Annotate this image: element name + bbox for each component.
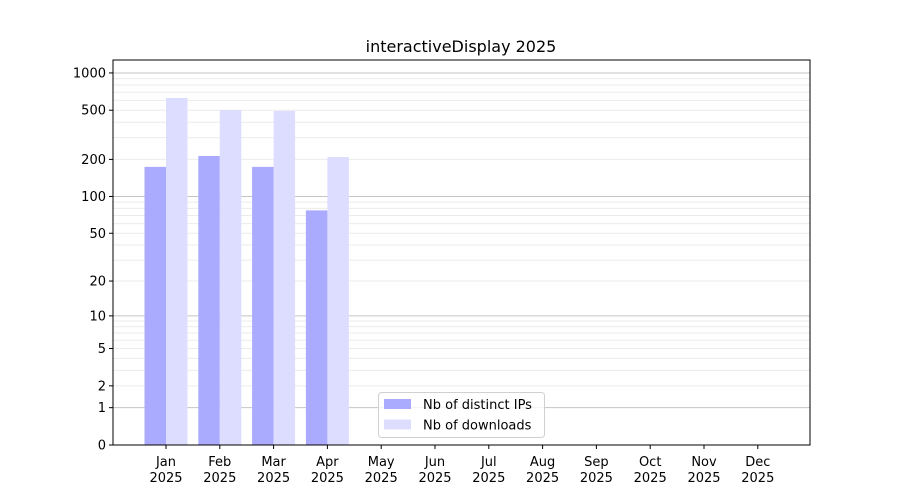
legend-swatch	[384, 399, 411, 409]
y-tick-label: 200	[81, 153, 106, 168]
x-tick-label-month: Dec	[745, 455, 770, 470]
x-tick-label-year: 2025	[257, 471, 290, 486]
x-tick-label-month: Oct	[639, 455, 661, 470]
x-tick-label-year: 2025	[741, 471, 774, 486]
legend-swatch	[384, 419, 411, 430]
y-tick-label: 500	[81, 104, 106, 119]
legend-label: Nb of downloads	[423, 419, 532, 434]
x-tick-label-year: 2025	[311, 471, 344, 486]
legend-label: Nb of distinct IPs	[423, 398, 532, 413]
x-tick-label-month: Jun	[424, 455, 445, 470]
x-tick-label-year: 2025	[418, 471, 451, 486]
y-tick-label: 1	[98, 401, 106, 416]
legend: Nb of distinct IPs Nb of downloads	[378, 392, 545, 438]
plot-frame	[112, 59, 811, 446]
y-tick-label: 50	[89, 227, 106, 242]
x-tick-label-year: 2025	[634, 471, 667, 486]
bar-distinct-ips	[198, 156, 220, 445]
x-tick-label-month: Nov	[691, 455, 717, 470]
x-tick-label-month: Jul	[480, 455, 497, 470]
x-tick-label-year: 2025	[203, 471, 236, 486]
y-tick-label: 10	[89, 309, 106, 324]
bar-distinct-ips	[144, 166, 166, 445]
x-tick-label-year: 2025	[526, 471, 559, 486]
x-tick-label-year: 2025	[687, 471, 720, 486]
chart-title: interactiveDisplay 2025	[366, 37, 557, 56]
x-tick-label-month: Aug	[530, 455, 555, 470]
x-tick-label-year: 2025	[149, 471, 182, 486]
y-tick-label: 5	[98, 342, 106, 357]
bar-distinct-ips	[305, 210, 328, 445]
x-tick-label-year: 2025	[365, 471, 398, 486]
x-tick-label-month: May	[368, 455, 395, 470]
bar-downloads	[219, 110, 242, 446]
x-tick-label-month: Apr	[316, 455, 339, 470]
bar-distinct-ips	[252, 166, 274, 445]
y-tick-label: 2	[98, 379, 106, 394]
bar-downloads	[166, 97, 188, 446]
y-tick-label: 0	[98, 439, 106, 454]
x-tick-label-year: 2025	[472, 471, 505, 486]
y-tick-label: 20	[89, 275, 106, 290]
legend-box	[378, 392, 545, 438]
x-tick-label-month: Jan	[155, 455, 176, 470]
bar-downloads	[327, 157, 349, 445]
x-tick-label-month: Feb	[208, 455, 231, 470]
x-tick-label-month: Mar	[261, 455, 286, 470]
bar-downloads	[273, 110, 296, 446]
x-tick-label-year: 2025	[580, 471, 613, 486]
y-tick-label: 100	[81, 190, 106, 205]
y-tick-label: 1000	[73, 66, 106, 81]
x-tick-label-month: Sep	[584, 455, 609, 470]
